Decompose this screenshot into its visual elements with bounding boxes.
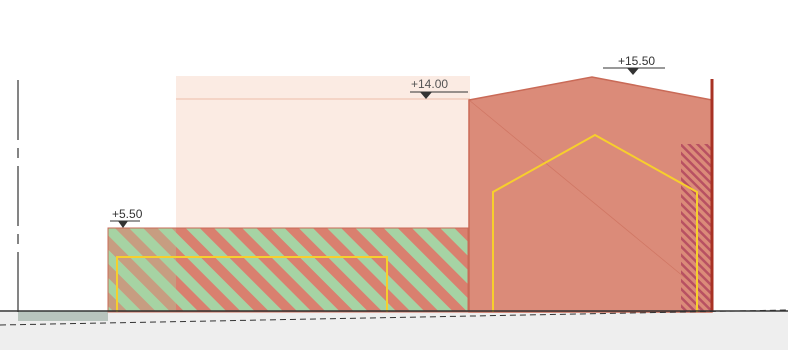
elevation-marker-low: +5.50 bbox=[110, 207, 143, 228]
elevation-marker-mid: +14.00 bbox=[410, 77, 468, 99]
hatched-volume-left-wedge bbox=[108, 228, 176, 312]
ground-left-slab bbox=[18, 311, 108, 321]
hatched-volume-outline bbox=[107, 227, 469, 313]
hatched-volume bbox=[108, 228, 468, 312]
elevation-label-low: +5.50 bbox=[112, 207, 143, 221]
elevation-marker-high: +15.50 bbox=[603, 54, 665, 75]
elevation-label-high: +15.50 bbox=[618, 54, 655, 68]
ground-area bbox=[0, 312, 788, 350]
yellow-outline-pitched bbox=[492, 133, 698, 312]
ground-dashed-line bbox=[0, 309, 788, 326]
yellow-outline-low bbox=[116, 256, 388, 312]
building-diagonal bbox=[468, 99, 713, 301]
elevation-label-mid: +14.00 bbox=[411, 77, 448, 91]
main-building bbox=[468, 76, 713, 313]
